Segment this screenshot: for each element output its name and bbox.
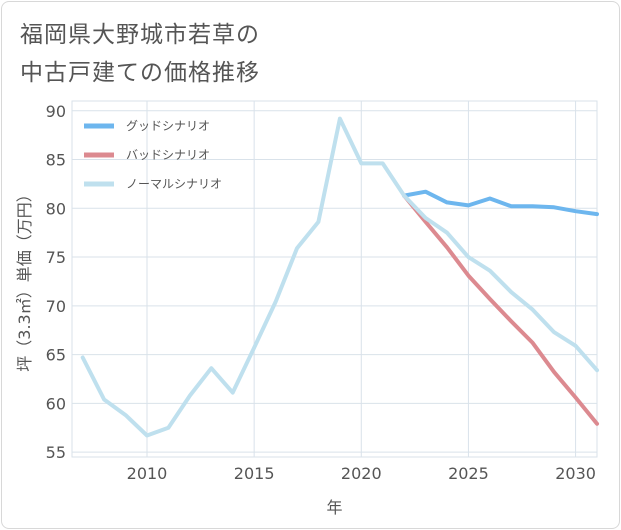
y-tick-label-55: 55 xyxy=(46,443,66,462)
legend-label-1: グッドシナリオ xyxy=(126,119,210,133)
chart-title-line-2: 中古戸建ての価格推移 xyxy=(20,60,260,86)
x-tick-label-2010: 2010 xyxy=(127,464,168,483)
series-lines xyxy=(80,116,599,438)
legend-label-2: バッドシナリオ xyxy=(126,148,210,162)
series-line-2 xyxy=(402,193,599,426)
y-tick-label-60: 60 xyxy=(46,394,66,413)
x-tick-label-2025: 2025 xyxy=(448,464,489,483)
plot-frame xyxy=(71,100,598,458)
axes: 55 60 65 70 75 80 85 90 2010 2015 2020 2025 2030 年 坪（3… xyxy=(15,102,596,517)
x-tick-label-2030: 2030 xyxy=(555,464,596,483)
x-axis-title: 年 xyxy=(326,498,342,517)
chart-title-line-1: 福岡県大野城市若草の xyxy=(20,22,260,48)
x-tick-label-2020: 2020 xyxy=(341,464,382,483)
y-tick-label-85: 85 xyxy=(46,151,66,170)
series-line-3 xyxy=(80,116,599,438)
y-axis-title: 坪（3.3㎡）単価（万円） xyxy=(15,186,34,371)
x-tick-label-2015: 2015 xyxy=(234,464,275,483)
y-tick-label-65: 65 xyxy=(46,346,66,365)
chart-title: 福岡県大野城市若草の 中古戸建ての価格推移 xyxy=(20,16,260,92)
series-line-1 xyxy=(402,189,599,217)
y-tick-label-90: 90 xyxy=(46,102,66,121)
y-tick-label-70: 70 xyxy=(46,297,66,316)
legend-label-3: ノーマルシナリオ xyxy=(126,177,222,191)
y-tick-label-75: 75 xyxy=(46,248,66,267)
y-tick-label-80: 80 xyxy=(46,199,66,218)
